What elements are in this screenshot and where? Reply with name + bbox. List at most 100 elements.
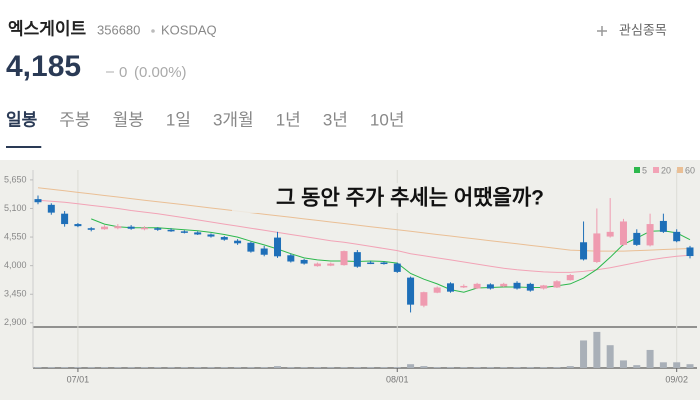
candle-body: [407, 277, 415, 305]
volume-bar: [486, 367, 494, 368]
volume-bar: [473, 367, 481, 368]
separator-dot: [151, 29, 155, 33]
legend-swatch: [653, 167, 660, 173]
volume-bar: [154, 367, 162, 368]
stock-name: 엑스게이트: [8, 19, 87, 38]
volume-bar: [513, 367, 521, 368]
volume-bar: [220, 367, 228, 368]
candle-body: [526, 283, 534, 291]
volume-bar: [167, 367, 175, 368]
tab[interactable]: 일봉: [6, 110, 38, 129]
volume-bar: [287, 367, 295, 368]
candle-body: [353, 252, 361, 267]
ma-line: [91, 218, 691, 293]
candle-body: [234, 240, 242, 244]
candle-body: [460, 285, 468, 288]
candle-body: [127, 226, 135, 229]
volume-bar: [247, 367, 255, 368]
candle-body: [247, 242, 255, 252]
volume-bar: [114, 367, 122, 368]
y-tick-label: 2,900: [4, 317, 27, 327]
candle-body: [61, 213, 69, 225]
y-tick-label: 5,100: [4, 203, 27, 213]
tab[interactable]: 3년: [323, 110, 348, 129]
y-tick-label: 4,550: [4, 231, 27, 241]
volume-bar: [207, 367, 215, 368]
volume-bar: [260, 367, 268, 368]
candle-body: [220, 237, 228, 240]
volume-bar: [526, 367, 534, 368]
ma-line: [37, 199, 691, 273]
volume-bar: [566, 366, 574, 368]
candle-body: [619, 221, 627, 245]
plot: 5,650 5,100 4,550 4,000 3,450 2,900 07/01 08/01…: [4, 165, 695, 384]
candle-body: [87, 228, 95, 230]
volume-bar: [300, 367, 308, 368]
candle-body: [633, 232, 641, 245]
volume-bar: [606, 345, 614, 368]
volume-bar: [659, 362, 667, 368]
market: KOSDAQ: [161, 22, 217, 37]
candle-body: [154, 228, 162, 230]
candle-body: [380, 262, 388, 265]
y-tick-label: 5,650: [4, 174, 27, 184]
candle-body: [274, 237, 282, 257]
tab[interactable]: 10년: [370, 110, 405, 129]
volume-bar: [367, 367, 375, 368]
y-tick-label: 3,450: [4, 289, 27, 299]
candle-body: [313, 263, 321, 267]
candle-body: [513, 282, 521, 289]
tab[interactable]: 월봉: [113, 110, 144, 129]
tab[interactable]: 3개월: [213, 110, 254, 129]
volume-bar: [500, 367, 508, 368]
candle-body: [167, 229, 175, 232]
candle-body: [566, 275, 574, 281]
caption: 그 동안 주가 추세는 어땠을까?: [276, 187, 544, 210]
volume-bar: [234, 367, 242, 368]
candle-body: [114, 226, 122, 229]
candle-body: [686, 247, 694, 257]
candle-body: [327, 263, 335, 266]
volume-bar: [393, 367, 401, 368]
volume-bar: [433, 367, 441, 368]
volume-bar: [446, 367, 454, 368]
tab[interactable]: 주봉: [59, 110, 90, 129]
candle-body: [580, 242, 588, 260]
volume-bar: [47, 367, 55, 368]
watch-button[interactable]: 관심종목: [597, 22, 667, 37]
volume-bar: [274, 366, 282, 368]
volume-bar: [407, 364, 415, 368]
volume-bar: [180, 367, 188, 368]
volume-bar: [380, 367, 388, 368]
candle-body: [446, 283, 454, 292]
candle-body: [433, 287, 441, 293]
price-change: 0: [119, 64, 127, 81]
volume-bar: [34, 367, 42, 368]
volume-bar: [673, 362, 681, 368]
volume-bar: [353, 367, 361, 368]
watch-label[interactable]: 관심종목: [619, 22, 667, 37]
candle-body: [287, 255, 295, 262]
tab[interactable]: 1년: [276, 110, 301, 129]
tab[interactable]: 1일: [166, 110, 191, 129]
volume-bar: [633, 365, 641, 368]
candle-body: [367, 262, 375, 265]
volume-bar: [619, 360, 627, 368]
volume-bar: [580, 340, 588, 368]
candle-body: [393, 263, 401, 272]
volume-bar: [540, 367, 548, 368]
candle-body: [260, 248, 268, 255]
legend-swatch: [677, 167, 684, 173]
legend-label: 60: [685, 165, 695, 175]
price-change-rate: (0.00%): [134, 64, 187, 81]
volume-bar: [194, 367, 202, 368]
caption-box: [232, 183, 588, 213]
legend-label: 5: [642, 165, 647, 175]
candle-body: [540, 285, 548, 289]
candle-body: [500, 283, 508, 287]
candle-body: [659, 220, 667, 232]
stock-code: 356680: [97, 22, 140, 37]
candle-body: [194, 232, 202, 235]
volume-bar: [61, 367, 69, 368]
